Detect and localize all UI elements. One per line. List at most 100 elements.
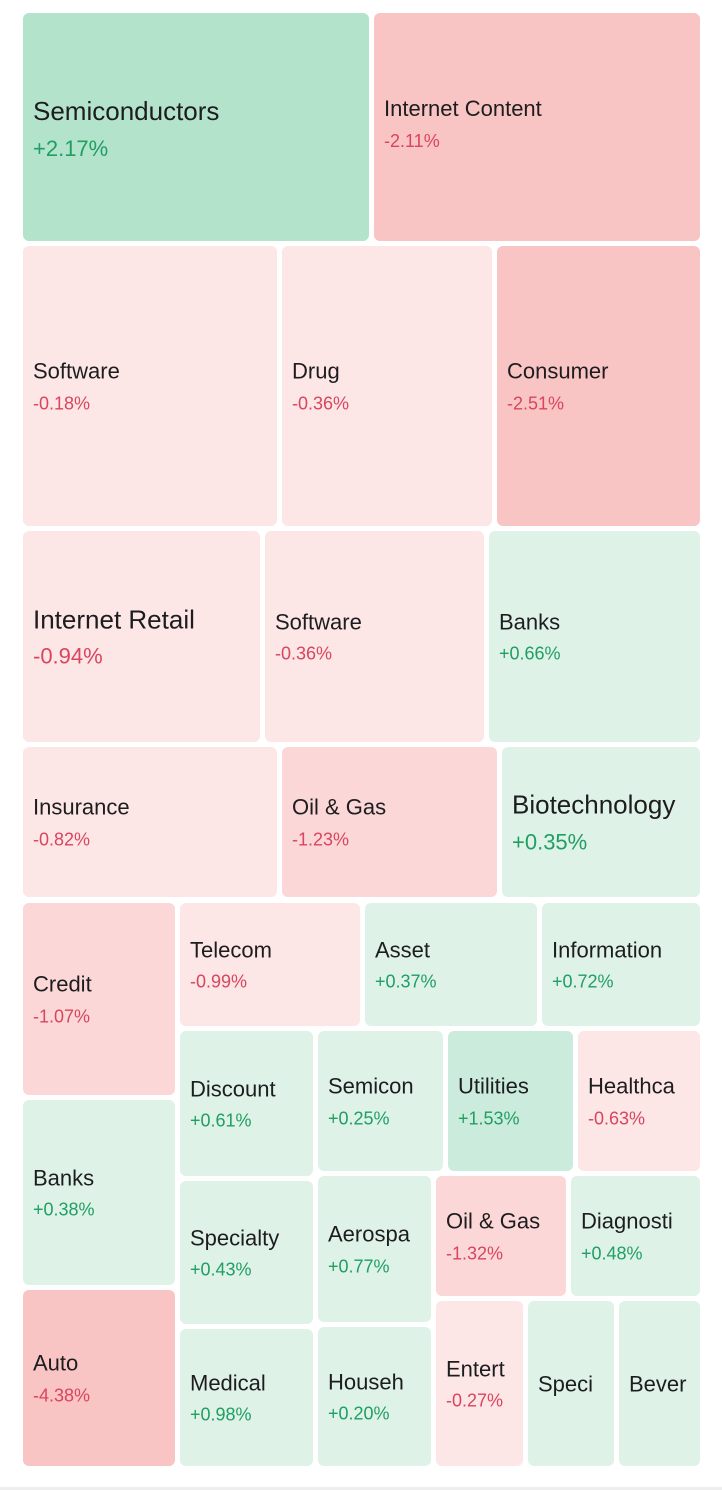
tile-content: Specialty +0.43% [180, 1224, 313, 1281]
tile-content: Oil & Gas -1.23% [282, 793, 497, 850]
tile-healthca[interactable]: Healthca -0.63% [578, 1031, 700, 1171]
tile-discount[interactable]: Discount +0.61% [180, 1031, 313, 1176]
tile-label: Entert [446, 1355, 505, 1381]
tile-change: -0.99% [190, 971, 248, 992]
tile-label: Semicon [328, 1073, 414, 1099]
tile-label: Asset [375, 936, 431, 962]
tile-label: Biotechnology [512, 789, 676, 820]
tile-medical[interactable]: Medical +0.98% [180, 1329, 313, 1466]
tile-change: -0.36% [292, 392, 350, 413]
tile-content: Semicon +0.25% [318, 1072, 443, 1129]
tile-label: Drug [292, 358, 340, 384]
tile-content: Asset +0.37% [365, 936, 537, 993]
tile-specialty[interactable]: Specialty +0.43% [180, 1181, 313, 1324]
tile-semicon[interactable]: Semicon +0.25% [318, 1031, 443, 1171]
tile-content: Insurance -0.82% [23, 793, 277, 850]
tile-entert[interactable]: Entert -0.27% [436, 1301, 523, 1466]
tile-aerospa[interactable]: Aerospa +0.77% [318, 1176, 431, 1322]
tile-credit[interactable]: Credit -1.07% [23, 903, 175, 1095]
tile-content: Internet Content -2.11% [374, 95, 700, 152]
tile-label: Information [552, 936, 663, 962]
tile-label: Insurance [33, 794, 130, 820]
tile-change: +0.48% [581, 1242, 643, 1263]
tile-change: +0.77% [328, 1255, 390, 1276]
tile-label: Oil & Gas [292, 794, 387, 820]
tile-label: Auto [33, 1350, 79, 1376]
tile-label: Consumer [507, 358, 609, 384]
tile-software[interactable]: Software -0.36% [265, 531, 484, 742]
tile-content: Telecom -0.99% [180, 936, 360, 993]
tile-label: Medical [190, 1369, 266, 1395]
tile-content: Discount +0.61% [180, 1075, 313, 1132]
tile-utilities[interactable]: Utilities +1.53% [448, 1031, 573, 1171]
tile-internet-retail[interactable]: Internet Retail -0.94% [23, 531, 260, 742]
tile-label: Oil & Gas [446, 1208, 541, 1234]
tile-change: -1.32% [446, 1242, 504, 1263]
tile-content: Biotechnology +0.35% [502, 789, 700, 856]
tile-change: -0.82% [33, 828, 91, 849]
tile-content: Oil & Gas -1.32% [436, 1207, 566, 1264]
tile-change: +0.72% [552, 971, 614, 992]
tile-software[interactable]: Software -0.18% [23, 246, 277, 526]
tile-change: +1.53% [458, 1107, 520, 1128]
tile-content: Banks +0.38% [23, 1164, 175, 1221]
tile-change: -0.63% [588, 1107, 646, 1128]
tile-label: Aerospa [328, 1221, 410, 1247]
tile-content: Software -0.18% [23, 357, 277, 414]
tile-content: Internet Retail -0.94% [23, 603, 260, 670]
tile-biotechnology[interactable]: Biotechnology +0.35% [502, 747, 700, 897]
tile-label: Internet Retail [33, 604, 195, 635]
tile-label: Bever [629, 1370, 687, 1396]
tile-semiconductors[interactable]: Semiconductors +2.17% [23, 13, 369, 241]
tile-label: Credit [33, 971, 92, 997]
tile-banks[interactable]: Banks +0.38% [23, 1100, 175, 1285]
tile-change: +0.38% [33, 1199, 95, 1220]
tile-change: -0.18% [33, 392, 91, 413]
tile-change: +0.25% [328, 1107, 390, 1128]
tile-asset[interactable]: Asset +0.37% [365, 903, 537, 1026]
tile-change: -0.36% [275, 643, 333, 664]
tile-change: -2.51% [507, 392, 565, 413]
tile-content: Auto -4.38% [23, 1349, 175, 1406]
tile-label: Internet Content [384, 96, 542, 121]
tile-consumer[interactable]: Consumer -2.51% [497, 246, 700, 526]
tile-diagnosti[interactable]: Diagnosti +0.48% [571, 1176, 700, 1296]
tile-content: Entert -0.27% [436, 1355, 523, 1412]
tile-banks[interactable]: Banks +0.66% [489, 531, 700, 742]
tile-label: Telecom [190, 936, 272, 962]
tile-change: +0.20% [328, 1403, 390, 1424]
tile-oil-and-gas[interactable]: Oil & Gas -1.32% [436, 1176, 566, 1296]
tile-change: -1.23% [292, 828, 350, 849]
bottom-divider [0, 1487, 722, 1490]
tile-speci[interactable]: Speci [528, 1301, 614, 1466]
tile-insurance[interactable]: Insurance -0.82% [23, 747, 277, 897]
tile-information[interactable]: Information +0.72% [542, 903, 700, 1026]
tile-content: Medical +0.98% [180, 1369, 313, 1426]
tile-label: Software [275, 608, 362, 634]
tile-telecom[interactable]: Telecom -0.99% [180, 903, 360, 1026]
tile-change: +2.17% [33, 135, 109, 161]
tile-househ[interactable]: Househ +0.20% [318, 1327, 431, 1466]
tile-label: Diagnosti [581, 1208, 673, 1234]
tile-change: +0.61% [190, 1110, 252, 1131]
tile-content: Information +0.72% [542, 936, 700, 993]
tile-internet-content[interactable]: Internet Content -2.11% [374, 13, 700, 241]
tile-content: Utilities +1.53% [448, 1072, 573, 1129]
tile-label: Speci [538, 1370, 594, 1396]
tile-change: +0.98% [190, 1404, 252, 1425]
tile-change: +0.35% [512, 829, 588, 855]
tile-label: Software [33, 358, 120, 384]
tile-content: Banks +0.66% [489, 608, 700, 665]
tile-content: Software -0.36% [265, 608, 484, 665]
tile-content: Diagnosti +0.48% [571, 1207, 700, 1264]
tile-change: +0.66% [499, 643, 561, 664]
tile-content: Credit -1.07% [23, 970, 175, 1027]
tile-drug[interactable]: Drug -0.36% [282, 246, 492, 526]
tile-bever[interactable]: Bever [619, 1301, 700, 1466]
tile-label: Semiconductors [33, 96, 220, 126]
tile-oil-and-gas[interactable]: Oil & Gas -1.23% [282, 747, 497, 897]
tile-change: -4.38% [33, 1384, 91, 1405]
tile-auto[interactable]: Auto -4.38% [23, 1290, 175, 1466]
tile-label: Specialty [190, 1224, 280, 1250]
